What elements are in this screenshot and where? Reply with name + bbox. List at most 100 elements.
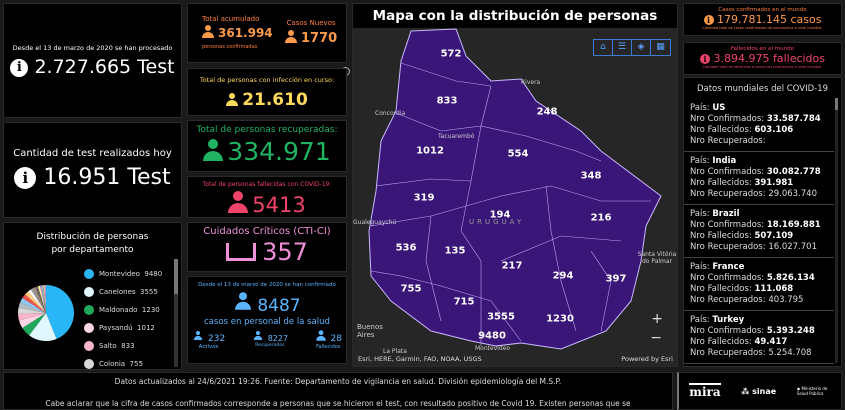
- pie-slice[interactable]: [29, 313, 57, 341]
- pie-slice[interactable]: [46, 285, 74, 339]
- pie-slice[interactable]: [33, 286, 46, 313]
- legend-item[interactable]: Maldonado 1230: [84, 301, 162, 319]
- map-department-value[interactable]: 319: [413, 192, 435, 204]
- map-department-value[interactable]: 833: [436, 95, 458, 107]
- pie-slice[interactable]: [28, 289, 46, 313]
- deceased-label: Total de personas fallecidas con COVID-1…: [202, 181, 332, 188]
- map-country-label: URUGUAY: [469, 218, 525, 226]
- layers-icon[interactable]: ◈: [632, 40, 651, 55]
- world-list-item[interactable]: País: Turkey Nro Confirmados: 5.393.248 Nr…: [684, 311, 834, 364]
- legend-item[interactable]: Canelones 3555: [84, 283, 162, 301]
- world-cases-panel: Casos confirmados en el mundo i 179.781.…: [683, 3, 842, 36]
- tests-today-panel: Cantidad de test realizados hoy i 16.951…: [3, 122, 182, 218]
- map-department-value[interactable]: 3555: [487, 311, 515, 323]
- pie-slice[interactable]: [19, 313, 46, 328]
- world-list-item[interactable]: País: France Nro Confirmados: 5.826.134 Nr…: [684, 258, 834, 311]
- person-icon: [228, 191, 249, 213]
- basemap-gallery-icon[interactable]: ▦: [656, 42, 665, 52]
- pie-slice[interactable]: [43, 285, 46, 313]
- place-label: Buenos Aires: [357, 323, 383, 339]
- pie-slice[interactable]: [18, 307, 46, 314]
- pie-slice[interactable]: [20, 297, 46, 313]
- health-staff-panel: Desde el 13 de marzo de 2020 se han conf…: [187, 276, 347, 364]
- world-list-scrollbar[interactable]: [835, 98, 838, 363]
- pie-slice[interactable]: [22, 294, 46, 313]
- critical-value: 357: [262, 238, 308, 266]
- legend-swatch: [84, 269, 94, 279]
- map-department-value[interactable]: 9480: [478, 330, 506, 342]
- map-department-value[interactable]: 1012: [416, 145, 444, 157]
- place-label: La Plata: [383, 348, 407, 355]
- map-department-value[interactable]: 216: [590, 212, 612, 224]
- map-department-value[interactable]: 194: [489, 209, 511, 221]
- home-icon[interactable]: ⌂: [594, 40, 613, 55]
- pie-slice[interactable]: [44, 285, 46, 313]
- map-department-value[interactable]: 217: [501, 260, 523, 272]
- staff-deceased: 28 Fallecidos: [315, 329, 342, 350]
- deceased-panel: Total de personas fallecidas con COVID-1…: [187, 176, 347, 218]
- zoom-out-button[interactable]: −: [650, 330, 662, 346]
- msp-logo: ◉ Ministerio de Salud Pública: [796, 386, 828, 396]
- place-label: Rivera: [521, 79, 541, 86]
- legend-list-icon[interactable]: ☰: [613, 40, 632, 55]
- world-list-item[interactable]: País: India Nro Confirmados: 30.082.778 Nr…: [684, 152, 834, 205]
- pie-slice[interactable]: [22, 313, 46, 336]
- world-list-item[interactable]: País: Brazil Nro Confirmados: 18.169.881 N…: [684, 205, 834, 258]
- total-accumulated: Total acumulado 361.994 personas confirm…: [202, 15, 273, 50]
- map-department-value[interactable]: 536: [395, 242, 417, 254]
- place-label: Tacuarembó: [438, 133, 475, 140]
- map-department-value[interactable]: 715: [453, 296, 475, 308]
- legend-item[interactable]: Salto 833: [84, 337, 162, 355]
- tests-today-value: 16.951 Test: [43, 165, 171, 190]
- map-title: Mapa con la distribución de personas: [353, 4, 677, 28]
- legend-item[interactable]: Paysandú 1012: [84, 319, 162, 337]
- accumulated-panel: Total acumulado 361.994 personas confirm…: [187, 3, 347, 63]
- info-icon: i: [10, 58, 29, 77]
- pie-slice[interactable]: [35, 286, 46, 313]
- tests-today-label: Cantidad de test realizados hoy: [13, 148, 172, 159]
- legend-swatch: [84, 359, 94, 369]
- map-uruguay[interactable]: [353, 28, 678, 367]
- map-attribution: Esri, HERE, Garmin, FAO, NOAA, USGS: [358, 355, 482, 363]
- tests-total-label: Desde el 13 de marzo de 2020 se han proc…: [12, 44, 173, 52]
- map-department-value[interactable]: 135: [444, 245, 466, 257]
- pie-slice[interactable]: [25, 291, 46, 313]
- world-list-item[interactable]: País: RussiaNro Confirmados: 5.325.940: [684, 364, 834, 366]
- pie-slice[interactable]: [30, 288, 46, 313]
- person-icon: [235, 292, 252, 310]
- legend-item[interactable]: Colonia 755: [84, 355, 162, 373]
- legend-scrollbar[interactable]: [174, 259, 178, 367]
- tests-total-value: 2.727.665 Test: [34, 56, 175, 78]
- legend-swatch: [84, 305, 94, 315]
- person-icon: [203, 139, 224, 161]
- info-icon: i: [703, 15, 714, 25]
- distribution-pie: [18, 285, 74, 341]
- world-list-item[interactable]: País: US Nro Confirmados: 33.587.784 Nro F…: [684, 99, 834, 152]
- map-powered-by[interactable]: Powered by Esri: [621, 355, 673, 363]
- footer-update-text: Datos actualizados al 24/6/2021 19:26. F…: [114, 377, 562, 386]
- map-department-value[interactable]: 572: [440, 48, 462, 60]
- map-department-value[interactable]: 1230: [546, 313, 574, 325]
- active-label: Total de personas con infección en curso…: [199, 76, 335, 84]
- pie-slice[interactable]: [37, 285, 46, 313]
- legend-swatch: [84, 287, 94, 297]
- sinae-logo: ⁂ sinae: [741, 386, 777, 396]
- health-staff-label: Desde el 13 de marzo de 2020 se han conf…: [198, 282, 336, 288]
- map-department-value[interactable]: 294: [552, 270, 574, 282]
- new-cases: Casos Nuevos 1770: [285, 19, 337, 46]
- pie-slice[interactable]: [39, 285, 46, 313]
- pie-slice[interactable]: [18, 302, 46, 313]
- info-icon: i: [699, 54, 710, 64]
- map-department-value[interactable]: 755: [400, 283, 422, 295]
- map-department-value[interactable]: 248: [536, 106, 558, 118]
- world-list[interactable]: País: US Nro Confirmados: 33.587.784 Nro F…: [684, 99, 834, 366]
- map-department-value[interactable]: 397: [605, 273, 627, 285]
- zoom-in-button[interactable]: +: [651, 311, 663, 327]
- place-label: Santa Vitória do Palmar: [637, 251, 677, 265]
- pie-slice[interactable]: [18, 313, 46, 321]
- world-deaths-label: Fallecidos en el mundo: [731, 46, 794, 52]
- pie-slice[interactable]: [41, 285, 46, 313]
- map-department-value[interactable]: 348: [580, 170, 602, 182]
- legend-item[interactable]: Montevideo 9480: [84, 265, 162, 283]
- map-department-value[interactable]: 554: [507, 148, 529, 160]
